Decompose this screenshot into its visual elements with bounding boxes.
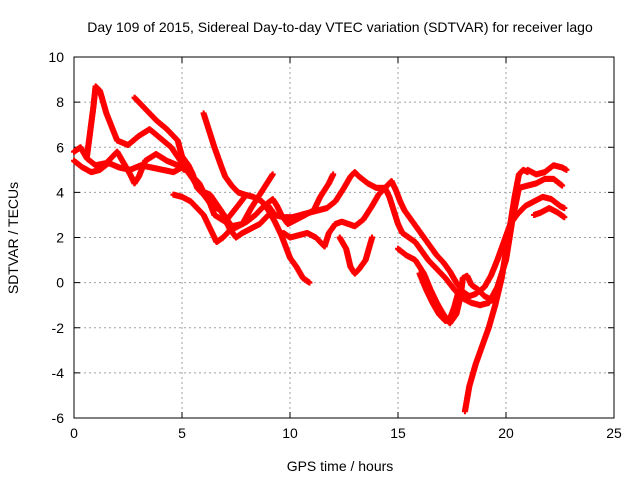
series-track-4 [71,157,188,176]
y-tick-label: 0 [56,275,64,291]
data-markers [71,83,570,415]
tick-marks [73,56,615,419]
series-track-1 [83,83,248,225]
x-tick-label: 0 [70,425,78,441]
data-point [330,171,337,178]
data-point [561,214,568,221]
y-tick-label: -4 [52,365,65,381]
series-track-7 [265,169,566,309]
data-point [181,166,188,173]
series-track-14 [531,205,568,221]
data-point [561,205,568,212]
y-tick-labels: -6 -4 -2 0 2 4 6 8 10 [48,49,64,426]
data-point [455,288,462,295]
series-track-12 [461,166,531,415]
x-tick-labels: 0 5 10 15 20 25 [70,425,622,441]
y-tick-label: -6 [52,410,65,426]
series-track-10 [395,245,497,327]
y-tick-label: 6 [56,139,64,155]
y-tick-label: 2 [56,230,64,246]
series-track-11 [416,270,462,324]
series-track-8 [280,178,568,300]
series-track-13 [524,162,570,178]
x-tick-label: 25 [606,425,622,441]
x-tick-label: 10 [282,425,298,441]
x-tick-label: 20 [498,425,514,441]
data-point [369,234,376,241]
y-tick-label: 4 [56,184,64,200]
y-tick-label: 8 [56,94,64,110]
series-track-9 [336,234,376,277]
y-tick-label: 10 [48,49,64,65]
data-point [559,182,566,189]
x-tick-label: 5 [178,425,186,441]
data-point [306,279,313,286]
x-tick-label: 15 [390,425,406,441]
y-tick-label: -2 [52,320,65,336]
grid [74,57,614,418]
data-point [563,166,570,173]
y-axis-label: SDTVAR / TECUs [5,182,21,294]
x-axis-label: GPS time / hours [287,458,394,474]
data-point [269,171,276,178]
series-track-5 [200,110,313,286]
chart-title: Day 109 of 2015, Sidereal Day-to-day VTE… [87,19,593,35]
